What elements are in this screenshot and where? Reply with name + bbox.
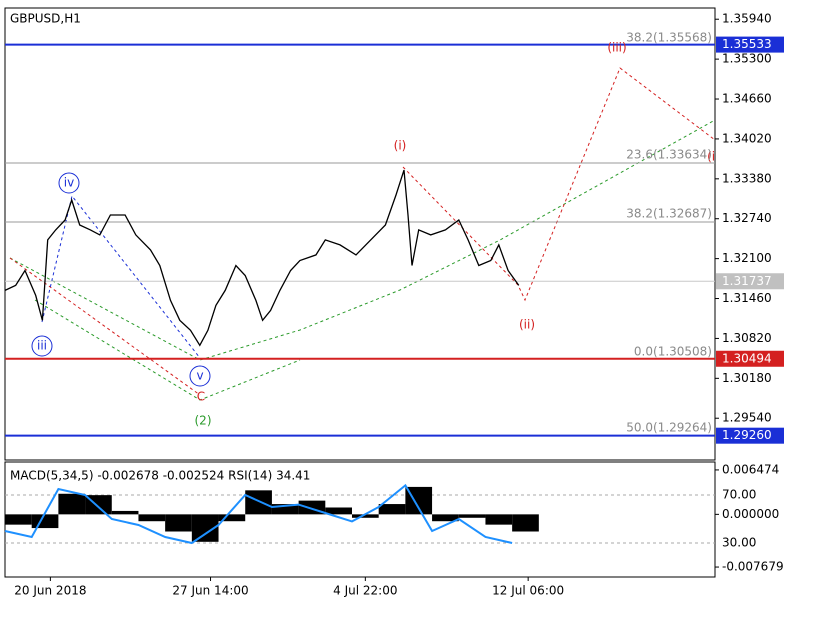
price-panel xyxy=(4,7,716,461)
y2-tick-label: 70.00 xyxy=(722,488,756,502)
wave-label: (ii) xyxy=(519,318,535,332)
y-tick-label: -0.007679 xyxy=(722,560,784,574)
trend-line xyxy=(9,119,715,361)
x-tick-label: 4 Jul 22:00 xyxy=(333,584,397,598)
price-tag xyxy=(716,36,784,53)
macd-bar xyxy=(432,514,459,522)
price-tag-label: 1.30494 xyxy=(722,351,772,365)
macd-bar xyxy=(271,504,299,515)
y-tick-label: 1.32100 xyxy=(722,251,772,265)
price-line xyxy=(5,169,520,347)
price-tag xyxy=(716,350,784,367)
macd-bar xyxy=(458,514,486,518)
projections xyxy=(9,67,715,401)
macd-bar xyxy=(485,514,513,525)
macd-bar xyxy=(325,507,352,515)
macd-bar xyxy=(58,493,86,515)
price-tag-label: 1.31737 xyxy=(722,274,772,288)
wave-label: v xyxy=(196,369,203,383)
price-tag xyxy=(716,273,784,290)
y-tick-label: 1.31460 xyxy=(722,291,772,305)
x-tick-label: 12 Jul 06:00 xyxy=(492,584,564,598)
wave-label: C xyxy=(197,390,205,404)
y-tick-label: 1.30180 xyxy=(722,371,772,385)
y-tick-label: 1.32740 xyxy=(722,211,772,225)
y2-tick-label: 30.00 xyxy=(722,536,756,550)
wave-label: (iv) xyxy=(707,150,727,164)
x-tick-label: 20 Jun 2018 xyxy=(14,584,86,598)
wave-circle xyxy=(58,172,80,194)
wave-label: (i) xyxy=(394,139,407,153)
x-tick-label: 27 Jun 14:00 xyxy=(172,584,248,598)
wave-line xyxy=(402,67,715,302)
y-tick-label: 1.30820 xyxy=(722,331,772,345)
y-tick-label: 1.35300 xyxy=(722,52,772,66)
fib-label: 38.2(1.35568) xyxy=(626,31,712,45)
rsi-line xyxy=(4,483,513,545)
trend-line xyxy=(34,299,301,401)
y-tick-label: 0.000000 xyxy=(722,507,779,521)
macd-bar xyxy=(31,514,59,529)
macd-bar xyxy=(218,514,246,522)
y-tick-label: 1.34660 xyxy=(722,92,772,106)
wave-label: iii xyxy=(37,339,47,353)
macd-bar xyxy=(138,514,166,522)
macd-bar xyxy=(351,514,379,518)
wave-line xyxy=(41,194,201,359)
wave-label: iv xyxy=(64,176,74,190)
y-tick-label: 1.34020 xyxy=(722,131,772,145)
price-tag xyxy=(716,427,784,444)
wave-circle xyxy=(31,335,53,357)
indicator-title: MACD(5,34,5) -0.002678 -0.002524 RSI(14)… xyxy=(10,469,310,483)
wave-label: (2) xyxy=(195,414,212,428)
fib-label: 23.6(1.33634) xyxy=(626,148,712,162)
macd-bar xyxy=(111,510,139,515)
price-tag-label: 1.29260 xyxy=(722,428,772,442)
wave-label: (iii) xyxy=(607,41,626,55)
macd-bar xyxy=(512,514,539,532)
symbol-title: GBPUSD,H1 xyxy=(10,12,81,26)
price-tag-label: 1.35533 xyxy=(722,37,772,51)
y-tick-label: 1.33380 xyxy=(722,171,772,185)
macd-bar xyxy=(245,490,272,515)
y-tick-label: 0.006474 xyxy=(722,462,779,476)
y-tick-label: 1.29540 xyxy=(722,411,772,425)
y-tick-label: 1.35940 xyxy=(722,12,772,26)
fib-label: 0.0(1.30508) xyxy=(634,345,712,359)
plot-area: iv iii vC (2) (i) (ii) (iii) (iv) xyxy=(5,41,727,437)
fib-label: 38.2(1.32687) xyxy=(626,207,712,221)
macd-bar xyxy=(165,514,192,532)
macd-bar xyxy=(378,504,406,515)
macd-bar xyxy=(5,514,32,525)
wave-circle xyxy=(189,365,211,387)
fib-label: 50.0(1.29264) xyxy=(626,421,712,435)
